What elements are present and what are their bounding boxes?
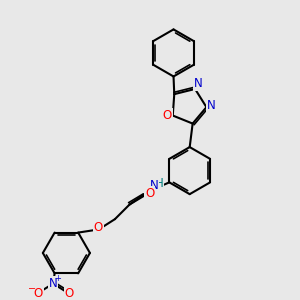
Text: H: H — [155, 177, 164, 190]
Text: O: O — [94, 221, 103, 235]
Text: −: − — [28, 284, 36, 294]
Text: O: O — [65, 287, 74, 300]
Text: N: N — [49, 277, 58, 290]
Text: N: N — [207, 99, 216, 112]
Text: O: O — [163, 109, 172, 122]
Text: N: N — [194, 77, 202, 90]
Text: N: N — [150, 179, 158, 192]
Text: O: O — [34, 287, 43, 300]
Text: O: O — [145, 187, 154, 200]
Text: +: + — [54, 274, 61, 283]
